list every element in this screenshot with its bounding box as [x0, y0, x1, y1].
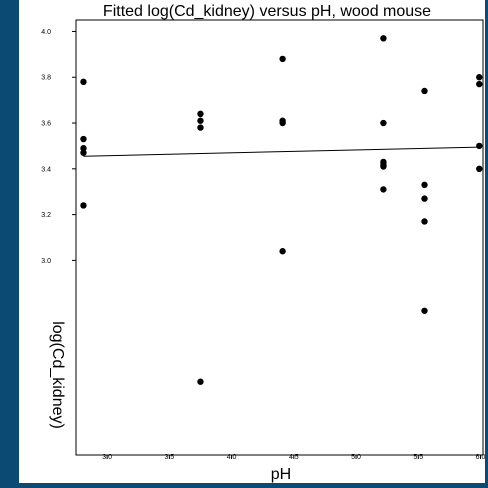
- y-axis: 3.0 3.2 3.4 3.6 3.8 4.0: [41, 29, 76, 265]
- data-point: [421, 87, 428, 95]
- data-point: [421, 195, 428, 202]
- x-tick-label: 6.0: [476, 454, 485, 461]
- data-point: [279, 119, 286, 127]
- x-tick-label: 5.5: [413, 454, 423, 461]
- fitted-line-group: [83, 146, 480, 157]
- data-point: [380, 119, 387, 127]
- y-tick-label: 4.0: [41, 29, 51, 36]
- y-tick-label: 3.6: [41, 121, 51, 128]
- data-point: [80, 149, 87, 156]
- data-point: [197, 378, 204, 385]
- x-tick-label: 4.5: [289, 454, 299, 461]
- data-point: [380, 35, 387, 42]
- y-tick-label: 3.8: [41, 75, 51, 82]
- points-group: [80, 35, 483, 385]
- x-tick-label: 3.0: [102, 454, 112, 461]
- data-point: [476, 165, 483, 173]
- x-tick-label: 3.5: [164, 454, 174, 461]
- scatter-chart: Fitted log(Cd_kidney) versus pH, wood mo…: [41, 3, 485, 483]
- data-point: [380, 163, 387, 170]
- data-point: [421, 181, 428, 189]
- chart-frame: Fitted log(Cd_kidney) versus pH, wood mo…: [19, 0, 485, 483]
- fitted-line: [83, 146, 480, 157]
- x-tick-label: 5.0: [351, 454, 361, 461]
- data-point: [80, 202, 87, 209]
- data-point: [80, 145, 87, 152]
- data-point: [279, 55, 286, 63]
- data-point: [476, 142, 483, 150]
- data-point: [421, 307, 428, 314]
- y-tick-label: 3.2: [41, 212, 51, 219]
- data-point: [197, 117, 204, 124]
- data-point: [476, 74, 483, 81]
- data-point: [380, 186, 387, 193]
- chart-title: Fitted log(Cd_kidney) versus pH, wood mo…: [103, 3, 431, 20]
- data-point: [279, 248, 286, 255]
- y-axis-label: log(Cd_kidney): [49, 321, 66, 429]
- x-axis: 3.0 3.5 4.0 4.5 5.0 5.5 6.0: [102, 454, 485, 461]
- x-tick-label: 4.0: [227, 454, 237, 461]
- data-point: [80, 78, 87, 86]
- y-tick-label: 3.4: [41, 166, 51, 173]
- x-axis-label: pH: [271, 466, 291, 483]
- plot-border: [75, 19, 484, 456]
- data-point: [197, 110, 204, 118]
- data-point: [197, 124, 204, 131]
- data-point: [421, 218, 428, 225]
- data-point: [476, 80, 483, 88]
- y-tick-label: 3.0: [41, 258, 51, 265]
- data-point: [80, 135, 87, 143]
